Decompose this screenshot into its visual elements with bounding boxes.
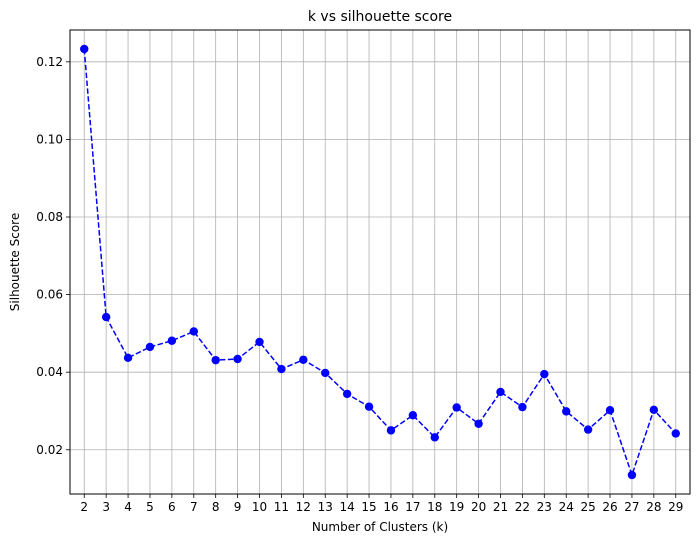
y-tick-label: 0.04 (36, 365, 63, 379)
x-tick-label: 16 (383, 500, 398, 514)
data-point (474, 419, 483, 428)
data-point (540, 369, 549, 379)
data-point (627, 470, 637, 480)
data-point (562, 407, 571, 416)
x-tick-label: 14 (339, 500, 354, 514)
ticks: 2 3 4 5 6 7 8 9 10 11 12 13 14 15 16 17 18 19 20 21 22 23 24 25… (36, 55, 683, 514)
data-point (299, 355, 308, 364)
data-point (233, 354, 242, 364)
x-tick-label: 3 (102, 500, 110, 514)
x-tick-label: 4 (124, 500, 132, 514)
data-point (255, 337, 264, 347)
data-point (583, 425, 593, 434)
x-tick-label: 26 (602, 500, 617, 514)
x-tick-label: 5 (146, 500, 154, 514)
x-tick-label: 27 (624, 500, 639, 514)
data-point (649, 405, 659, 415)
grid (70, 30, 690, 494)
x-tick-label: 29 (668, 500, 683, 514)
y-tick-label: 0.08 (36, 210, 63, 224)
data-point (452, 403, 461, 412)
data-point (145, 342, 155, 352)
x-tick-label: 18 (427, 500, 442, 514)
y-tick-label: 0.10 (36, 132, 63, 146)
y-tick-label: 0.06 (36, 288, 63, 302)
data-point (496, 387, 505, 397)
x-tick-label: 17 (405, 500, 420, 514)
x-tick-label: 7 (190, 500, 198, 514)
data-point (364, 402, 374, 411)
x-tick-label: 11 (274, 500, 289, 514)
data-point (386, 426, 396, 435)
x-tick-label: 15 (361, 500, 376, 514)
data-point (167, 336, 177, 345)
x-tick-label: 2 (80, 500, 88, 514)
x-tick-label: 9 (234, 500, 242, 514)
data-point (189, 327, 198, 336)
data-point (518, 402, 527, 412)
plot-frame (69, 29, 691, 495)
data-point (408, 411, 418, 420)
x-tick-label: 28 (646, 500, 661, 514)
x-tick-label: 10 (252, 500, 267, 514)
x-axis-title: Number of Clusters (k) (312, 520, 448, 534)
data-point (671, 429, 680, 438)
x-tick-label: 12 (296, 500, 311, 514)
y-axis-title: Silhouette Score (8, 213, 22, 311)
x-tick-label: 22 (515, 500, 530, 514)
data-point (321, 368, 330, 378)
y-tick-label: 0.02 (36, 443, 63, 457)
x-tick-label: 21 (493, 500, 508, 514)
data-point (342, 389, 352, 399)
data-point (101, 312, 111, 322)
data-series (80, 44, 680, 480)
y-tick-label: 0.12 (36, 55, 63, 69)
data-point (430, 433, 439, 442)
x-tick-label: 19 (449, 500, 464, 514)
x-tick-label: 13 (318, 500, 333, 514)
x-tick-label: 23 (537, 500, 552, 514)
data-point (605, 406, 615, 415)
data-point (80, 44, 89, 54)
chart-title: k vs silhouette score (308, 9, 452, 25)
series-line (83, 48, 677, 478)
data-point (123, 353, 133, 363)
x-tick-label: 8 (212, 500, 220, 514)
x-tick-label: 24 (559, 500, 574, 514)
data-point (277, 364, 286, 374)
data-point (211, 355, 220, 365)
x-tick-label: 6 (168, 500, 176, 514)
x-tick-label: 25 (580, 500, 595, 514)
x-tick-label: 20 (471, 500, 486, 514)
